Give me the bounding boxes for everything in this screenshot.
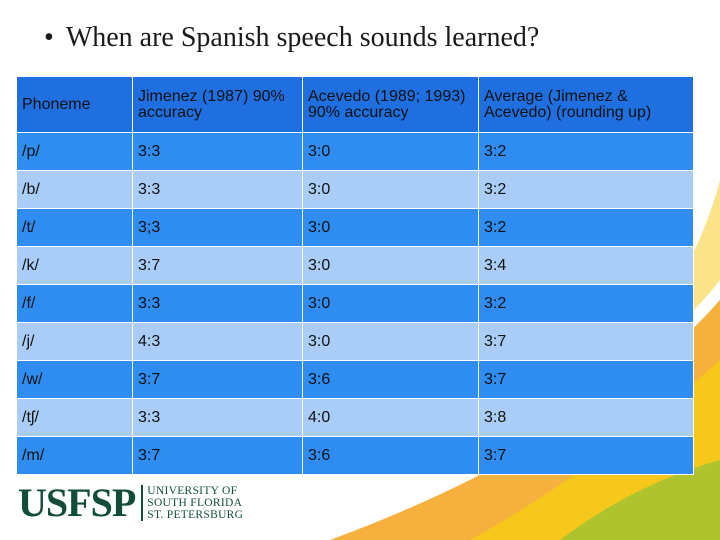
cell-jimenez: 3:7 <box>132 360 303 399</box>
table-row: /j/ 4:3 3:0 3:7 <box>16 322 694 361</box>
cell-average: 3:7 <box>478 436 694 475</box>
cell-phoneme: /p/ <box>16 132 133 171</box>
table-row: /b/ 3:3 3:0 3:2 <box>16 170 694 209</box>
cell-average: 3:4 <box>478 246 694 285</box>
cell-phoneme: /f/ <box>16 284 133 323</box>
cell-acevedo: 3:6 <box>302 360 479 399</box>
usfsp-wordmark: USFSP <box>18 480 136 525</box>
logo-line-2: SOUTH FLORIDA <box>147 497 243 509</box>
cell-phoneme: /k/ <box>16 246 133 285</box>
cell-average: 3:2 <box>478 132 694 171</box>
cell-average: 3:2 <box>478 170 694 209</box>
cell-average: 3:2 <box>478 208 694 247</box>
speech-sounds-table: Phoneme Jimenez (1987) 90% accuracy Acev… <box>16 76 694 475</box>
cell-phoneme: /tʃ/ <box>16 398 133 437</box>
cell-average: 3:7 <box>478 360 694 399</box>
cell-average: 3:2 <box>478 284 694 323</box>
cell-jimenez: 3:3 <box>132 132 303 171</box>
logo-line-3: ST. PETERSBURG <box>147 509 244 521</box>
cell-phoneme: /w/ <box>16 360 133 399</box>
cell-phoneme: /b/ <box>16 170 133 209</box>
table-row: /k/ 3:7 3:0 3:4 <box>16 246 694 285</box>
cell-acevedo: 3:0 <box>302 284 479 323</box>
slide-title: • When are Spanish speech sounds learned? <box>44 22 539 54</box>
cell-acevedo: 3:0 <box>302 246 479 285</box>
green-swoosh <box>560 460 720 540</box>
header-average: Average (Jimenez & Acevedo) (rounding up… <box>478 76 694 133</box>
cell-phoneme: /j/ <box>16 322 133 361</box>
cell-jimenez: 3:3 <box>132 170 303 209</box>
bullet-icon: • <box>44 22 54 53</box>
slide-title-text: When are Spanish speech sounds learned? <box>65 22 540 53</box>
cell-acevedo: 3:0 <box>302 322 479 361</box>
cell-acevedo: 3:0 <box>302 132 479 171</box>
usfsp-subtitle: UNIVERSITY OF SOUTH FLORIDA ST. PETERSBU… <box>141 485 243 521</box>
cell-acevedo: 3:0 <box>302 208 479 247</box>
cell-jimenez: 3:3 <box>132 398 303 437</box>
table-row: /t/ 3;3 3:0 3:2 <box>16 208 694 247</box>
logo-line-1: UNIVERSITY OF <box>147 485 238 497</box>
cell-average: 3:7 <box>478 322 694 361</box>
cell-jimenez: 3:7 <box>132 436 303 475</box>
cell-phoneme: /t/ <box>16 208 133 247</box>
cell-acevedo: 3:6 <box>302 436 479 475</box>
usfsp-logo: USFSP UNIVERSITY OF SOUTH FLORIDA ST. PE… <box>18 483 243 523</box>
cell-acevedo: 4:0 <box>302 398 479 437</box>
header-jimenez: Jimenez (1987) 90% accuracy <box>132 76 303 133</box>
header-acevedo: Acevedo (1989; 1993) 90% accuracy <box>302 76 479 133</box>
cell-average: 3:8 <box>478 398 694 437</box>
cell-jimenez: 3;3 <box>132 208 303 247</box>
table-row: /w/ 3:7 3:6 3:7 <box>16 360 694 399</box>
header-phoneme: Phoneme <box>16 76 133 133</box>
cell-acevedo: 3:0 <box>302 170 479 209</box>
table-row: /p/ 3:3 3:0 3:2 <box>16 132 694 171</box>
cell-phoneme: /m/ <box>16 436 133 475</box>
cell-jimenez: 3:3 <box>132 284 303 323</box>
table-row: /tʃ/ 3:3 4:0 3:8 <box>16 398 694 437</box>
table-row: /f/ 3:3 3:0 3:2 <box>16 284 694 323</box>
cell-jimenez: 3:7 <box>132 246 303 285</box>
table-row: /m/ 3:7 3:6 3:7 <box>16 436 694 475</box>
cell-jimenez: 4:3 <box>132 322 303 361</box>
table-header-row: Phoneme Jimenez (1987) 90% accuracy Acev… <box>16 76 694 133</box>
